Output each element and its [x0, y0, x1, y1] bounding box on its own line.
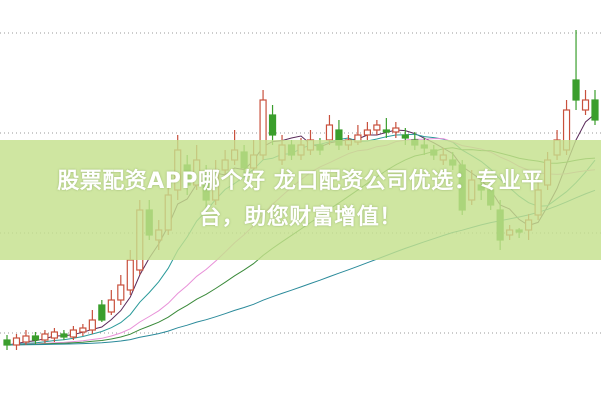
candle	[117, 275, 125, 305]
candle-body	[69, 329, 77, 338]
candle-body	[3, 339, 11, 346]
candle	[50, 328, 59, 342]
candle	[581, 90, 590, 115]
candle-body	[392, 127, 400, 133]
candle-body	[325, 124, 334, 141]
candle-body	[22, 335, 30, 343]
candle	[572, 30, 580, 110]
candle-body	[88, 319, 96, 331]
candle-body	[126, 259, 134, 291]
candle	[22, 330, 30, 345]
candle	[382, 118, 390, 138]
candle	[41, 330, 49, 343]
candle-body	[581, 99, 590, 111]
candle	[3, 335, 11, 350]
title-banner: 股票配资APP哪个好 龙口配资公司优选：专业平 台，助您财富增值！	[0, 140, 601, 260]
candle	[31, 332, 40, 344]
candle	[69, 326, 77, 340]
candle	[591, 90, 599, 125]
candle	[12, 334, 21, 350]
candle	[79, 324, 87, 336]
candle-body	[31, 335, 40, 341]
candle-body	[401, 134, 409, 139]
candle-body	[60, 333, 68, 338]
candle	[107, 290, 115, 315]
candle-body	[591, 99, 599, 121]
candle-body	[98, 304, 106, 321]
candle-body	[572, 79, 580, 101]
candle-body	[117, 284, 125, 301]
candle	[392, 122, 400, 138]
banner-title-line2: 台，助您财富增值！	[199, 205, 402, 230]
candle-body	[107, 299, 115, 313]
candle-body	[268, 114, 277, 136]
candle-body	[382, 129, 390, 133]
candle	[373, 120, 381, 135]
candle	[98, 300, 106, 322]
candle-body	[12, 337, 21, 346]
candle	[88, 310, 96, 334]
candle	[60, 330, 68, 340]
candle-body	[79, 327, 87, 333]
candle	[363, 122, 371, 140]
candle-body	[50, 331, 59, 339]
candle-body	[41, 333, 49, 341]
candle-body	[363, 129, 371, 136]
banner-title-line1: 股票配资APP哪个好 龙口配资公司优选：专业平	[57, 169, 544, 194]
candle	[268, 105, 277, 145]
candle-body	[373, 124, 381, 131]
